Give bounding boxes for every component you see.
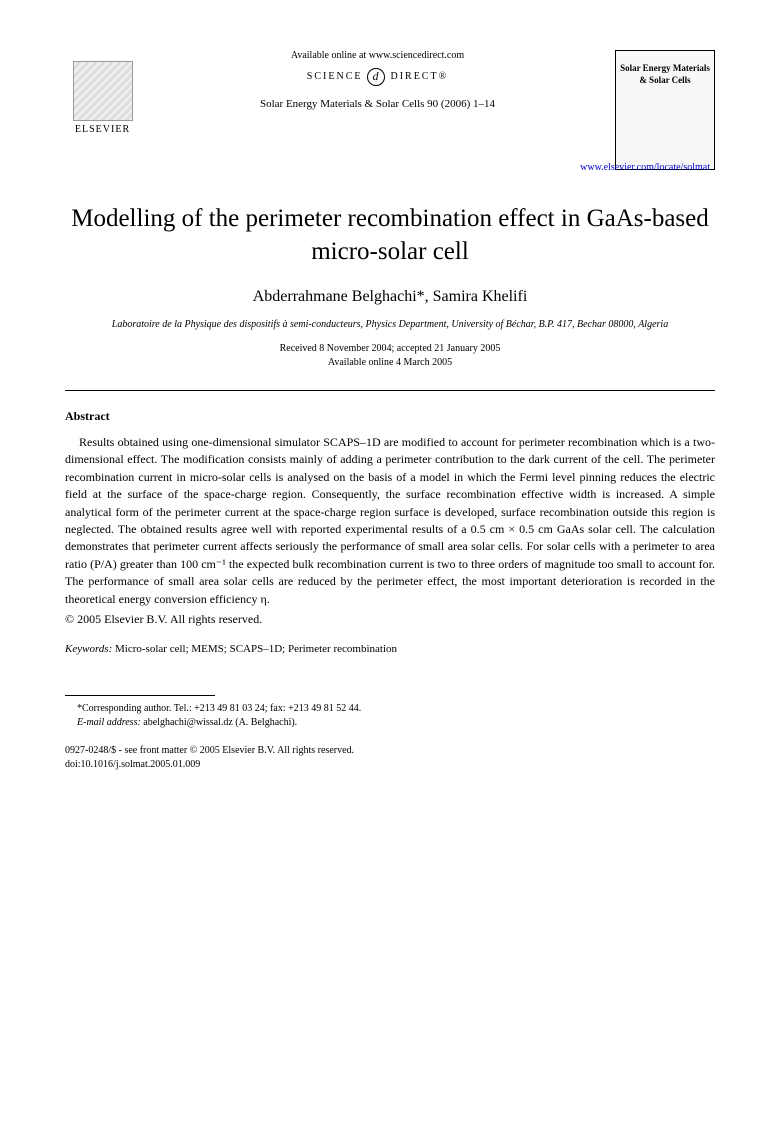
available-online-text: Available online at www.sciencedirect.co…: [155, 50, 600, 61]
issn-text: 0927-0248/$ - see front matter © 2005 El…: [65, 744, 715, 758]
article-title: Modelling of the perimeter recombination…: [65, 203, 715, 268]
science-direct-logo: SCIENCE d DIRECT®: [307, 68, 448, 86]
abstract-text: Results obtained using one-dimensional s…: [65, 434, 715, 608]
journal-reference: Solar Energy Materials & Solar Cells 90 …: [155, 98, 600, 110]
email-footnote: E-mail address: abelghachi@wissal.dz (A.…: [65, 716, 715, 730]
email-label: E-mail address:: [77, 717, 141, 728]
journal-url-link[interactable]: www.elsevier.com/locate/solmat: [65, 162, 710, 173]
elsevier-label: ELSEVIER: [75, 124, 130, 135]
available-date: Available online 4 March 2005: [328, 357, 452, 368]
abstract-heading: Abstract: [65, 409, 715, 424]
sd-left: SCIENCE: [307, 71, 363, 82]
header-center: Available online at www.sciencedirect.co…: [140, 50, 615, 113]
authors: Abderrahmane Belghachi*, Samira Khelifi: [65, 288, 715, 306]
bottom-info: 0927-0248/$ - see front matter © 2005 El…: [65, 744, 715, 772]
keywords-text: Micro-solar cell; MEMS; SCAPS–1D; Perime…: [112, 643, 397, 655]
copyright-text: © 2005 Elsevier B.V. All rights reserved…: [65, 612, 715, 627]
footnote-divider: [65, 695, 215, 696]
article-dates: Received 8 November 2004; accepted 21 Ja…: [65, 342, 715, 370]
sd-right: DIRECT®: [390, 71, 448, 82]
sd-symbol-icon: d: [367, 68, 385, 86]
journal-box-container: Solar Energy Materials & Solar Cells: [615, 50, 715, 170]
elsevier-logo: ELSEVIER: [65, 50, 140, 135]
journal-cover-box: Solar Energy Materials & Solar Cells: [615, 50, 715, 170]
affiliation: Laboratoire de la Physique des dispositi…: [65, 318, 715, 332]
journal-box-line2: & Solar Cells: [639, 75, 690, 85]
keywords-section: Keywords: Micro-solar cell; MEMS; SCAPS–…: [65, 643, 715, 655]
journal-box-text: Solar Energy Materials & Solar Cells: [620, 63, 710, 86]
email-address: abelghachi@wissal.dz (A. Belghachi).: [141, 717, 297, 728]
page-header: ELSEVIER Available online at www.science…: [65, 50, 715, 170]
section-divider: [65, 390, 715, 391]
doi-text: doi:10.1016/j.solmat.2005.01.009: [65, 758, 715, 772]
corresponding-author-footnote: *Corresponding author. Tel.: +213 49 81 …: [65, 702, 715, 716]
keywords-label: Keywords:: [65, 643, 112, 655]
received-date: Received 8 November 2004; accepted 21 Ja…: [280, 343, 501, 354]
journal-box-line1: Solar Energy Materials: [620, 63, 710, 73]
elsevier-tree-icon: [73, 61, 133, 121]
